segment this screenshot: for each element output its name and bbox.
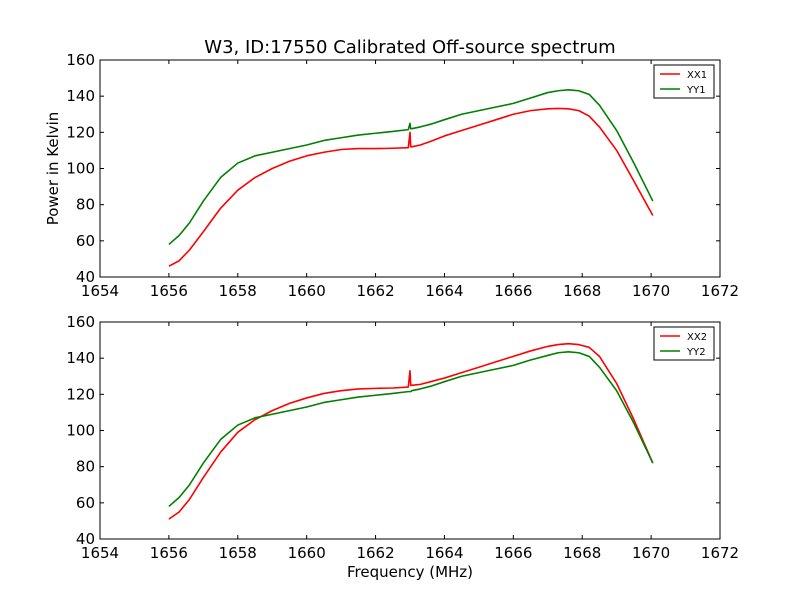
legend-label: YY1 <box>686 85 706 96</box>
x-tick-label: 1664 <box>425 544 463 562</box>
y-tick-label: 40 <box>76 530 95 548</box>
x-tick-label: 1672 <box>701 282 739 300</box>
y-tick-label: 120 <box>66 123 95 141</box>
chart-title: W3, ID:17550 Calibrated Off-source spect… <box>204 37 615 58</box>
x-tick-label: 1660 <box>288 282 326 300</box>
series-line-xx2 <box>168 342 654 520</box>
legend-label: YY2 <box>686 347 706 358</box>
x-tick-label: 1662 <box>356 282 394 300</box>
panel-2: 1654 1656 1658 1660 1662 1664 1666 1668 1670 1672… <box>66 313 739 562</box>
x-tick-label: 1670 <box>632 544 670 562</box>
series-line-yy2 <box>168 351 654 508</box>
x-tick-label: 1664 <box>425 282 463 300</box>
y-axis-label: Power in Kelvin <box>44 112 62 226</box>
x-tick-label: 1666 <box>494 544 532 562</box>
legend-box <box>653 64 715 99</box>
x-tick-label: 1656 <box>150 544 188 562</box>
legend-label: XX2 <box>687 332 707 343</box>
legend-box <box>653 326 715 361</box>
y-tick-label: 160 <box>66 51 95 69</box>
y-tick-label: 100 <box>66 422 95 440</box>
x-tick-label: 1666 <box>494 282 532 300</box>
y-tick-label: 60 <box>76 494 95 512</box>
y-tick-label: 100 <box>66 160 95 178</box>
series-line-xx1 <box>168 107 654 267</box>
x-tick-label: 1658 <box>219 544 257 562</box>
legend-label: XX1 <box>687 70 707 81</box>
y-tick-label: 140 <box>66 349 95 367</box>
y-tick-label: 60 <box>76 232 95 250</box>
plot-frame <box>99 321 721 540</box>
y-tick-label: 120 <box>66 385 95 403</box>
x-tick-label: 1654 <box>81 282 119 300</box>
y-tick-label: 80 <box>76 458 95 476</box>
x-tick-label: 1668 <box>563 282 601 300</box>
x-tick-label: 1658 <box>219 282 257 300</box>
x-axis-label: Frequency (MHz) <box>347 563 473 581</box>
x-tick-label: 1656 <box>150 282 188 300</box>
x-tick-label: 1668 <box>563 544 601 562</box>
y-tick-label: 40 <box>76 268 95 286</box>
x-tick-label: 1670 <box>632 282 670 300</box>
y-tick-label: 140 <box>66 87 95 105</box>
x-tick-label: 1672 <box>701 544 739 562</box>
x-tick-label: 1660 <box>288 544 326 562</box>
x-tick-label: 1662 <box>356 544 394 562</box>
series-line-yy1 <box>168 89 654 246</box>
y-tick-label: 160 <box>66 313 95 331</box>
x-tick-label: 1654 <box>81 544 119 562</box>
y-tick-label: 80 <box>76 196 95 214</box>
panel-1: 1654 1656 1658 1660 1662 1664 1666 1668 1670 1672… <box>66 51 739 300</box>
